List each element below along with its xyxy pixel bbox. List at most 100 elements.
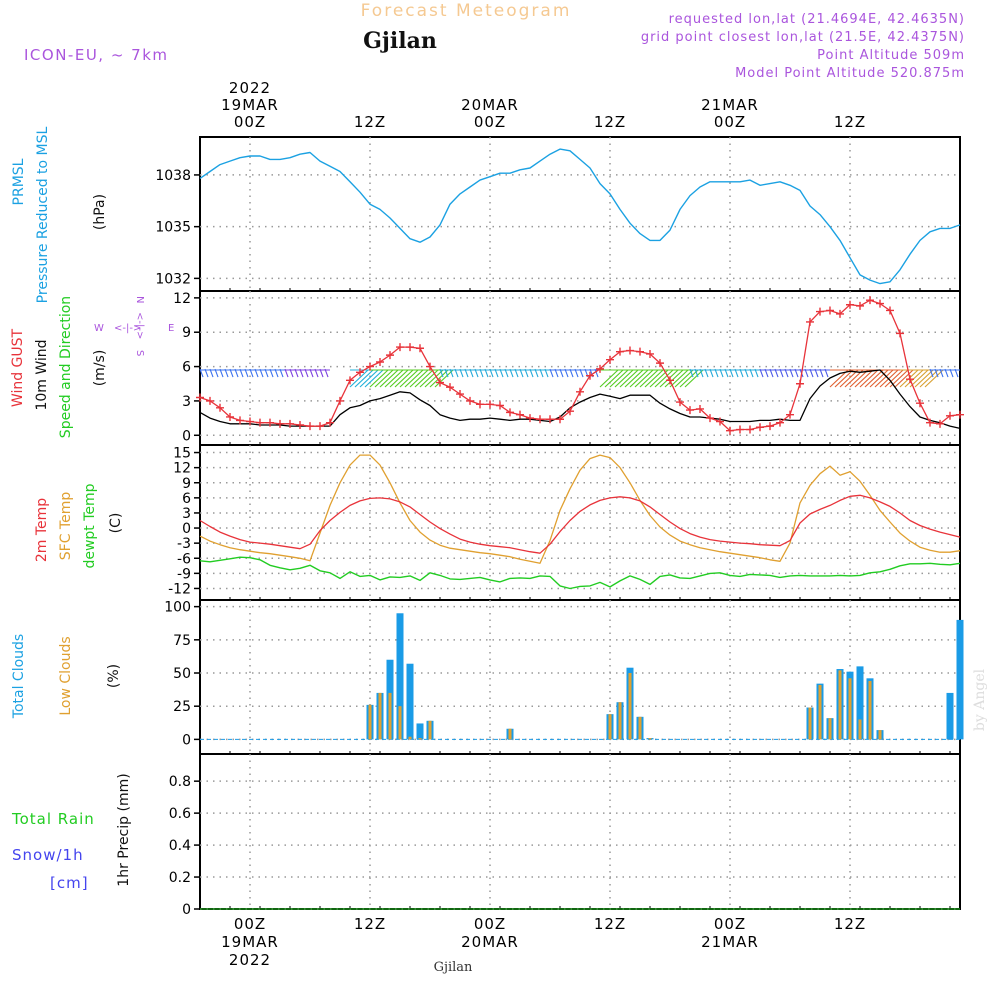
low-cloud-bar (408, 736, 412, 740)
low-cloud-bar (808, 707, 812, 740)
gust-marker (916, 399, 924, 408)
low-cloud-bar (638, 716, 642, 740)
bottom-time-label: 12Z (594, 915, 626, 933)
watermark: by Angel (972, 668, 988, 731)
gust-marker (456, 390, 464, 399)
wind-arrow (419, 369, 439, 388)
wind-arrow (619, 369, 639, 388)
total-cloud-bar (396, 613, 404, 740)
wind-arrow (864, 369, 884, 388)
pressure-label-1: PRMSL (11, 158, 27, 205)
gust-marker (236, 416, 244, 425)
temperature-ytick-label: 9 (182, 476, 191, 492)
precip-ytick-label: 0.2 (169, 870, 191, 886)
rain-label: Total Rain (11, 810, 95, 828)
low-cloud-bar (848, 678, 852, 740)
wind-arrow (644, 369, 664, 388)
wind-arrow (909, 369, 929, 388)
wind-arrow (429, 369, 449, 388)
snow-unit-label: [cm] (50, 874, 89, 892)
top-time-label: 00Z (234, 113, 266, 131)
wind-arrow (914, 369, 934, 388)
wind-arrow (634, 369, 654, 388)
bottom-time-label: 19MAR (221, 933, 279, 951)
low-cloud-bar (838, 670, 842, 740)
gust-marker (256, 418, 264, 427)
wind-ytick-label: 12 (173, 291, 191, 307)
precip-ytick-label: 0.4 (169, 838, 191, 854)
gust-marker (526, 414, 534, 423)
wind-arrow (599, 369, 619, 388)
wind-arrow (839, 369, 859, 388)
pressure-unit: (hPa) (92, 194, 108, 230)
gust-marker (436, 378, 444, 387)
total-cloud-bar (406, 663, 414, 740)
wind-arrow (854, 369, 874, 388)
gust-marker (376, 357, 384, 366)
gust-marker (816, 307, 824, 316)
wind-arrow (894, 369, 914, 388)
gust-marker (406, 343, 414, 352)
wind-arrow (604, 369, 624, 388)
clouds-ytick-label: 75 (173, 633, 191, 649)
low-clouds-label: Low Clouds (58, 636, 74, 715)
temperature-ytick-label: 0 (182, 521, 191, 537)
wind-ytick-label: 3 (182, 394, 191, 410)
gust-marker (356, 368, 364, 377)
wind-arrow (679, 369, 699, 388)
low-cloud-bar (868, 680, 872, 740)
top-time-label: 12Z (834, 113, 866, 131)
precip-ytick-label: 0.6 (169, 806, 191, 822)
low-cloud-bar (378, 692, 382, 740)
grid-point-coords: grid point closest lon,lat (21.5E, 42.43… (641, 30, 965, 45)
wind-arrow (374, 369, 394, 388)
precip-panel-labels: Total Rain Snow/1h [cm] 1hr Precip (mm) (11, 773, 132, 892)
bottom-time-label: 20MAR (461, 933, 519, 951)
model-altitude: Model Point Altitude 520.875m (735, 66, 965, 81)
wind-arrow (424, 369, 444, 388)
wind-arrow (364, 369, 384, 388)
wind-ytick-label: 6 (182, 360, 191, 376)
low-cloud-bar (618, 702, 622, 740)
gust-marker (516, 410, 524, 419)
top-time-label: 2022 (229, 79, 271, 97)
dewpt-line (199, 556, 961, 590)
gust-marker (316, 422, 324, 431)
wind-arrow (404, 369, 424, 388)
wind-arrow (869, 369, 889, 388)
temperature-ytick-label: 3 (182, 506, 191, 522)
wind-arrow (389, 369, 409, 388)
dewpt-label: dewpt Temp (82, 483, 98, 568)
gust-marker (646, 349, 654, 358)
prmsl-line (199, 148, 961, 285)
gust-marker (706, 414, 714, 423)
footer-location: Gjilan (434, 960, 473, 975)
wind-arrow (434, 369, 454, 388)
product-title: Forecast Meteogram (361, 1, 572, 21)
wind-arrow (359, 369, 379, 388)
pressure-ytick-label: 1035 (155, 220, 191, 236)
temperature-ytick-label: 15 (173, 446, 191, 462)
precip-ytick-label: 0 (182, 902, 191, 918)
wind-arrow (629, 369, 649, 388)
gust-marker (276, 419, 284, 428)
gust-marker (396, 343, 404, 352)
gust-marker (426, 362, 434, 371)
top-time-label: 20MAR (461, 96, 519, 114)
wind-arrow (884, 369, 904, 388)
precip-ytick-label: 0.8 (169, 774, 191, 790)
gust-marker (766, 422, 774, 431)
gust-marker (776, 418, 784, 427)
gust-marker (286, 419, 294, 428)
wind-arrow (664, 369, 684, 388)
wind-arrow (639, 369, 659, 388)
wind-arrow (409, 369, 429, 388)
clouds-panel-labels: Total Clouds Low Clouds (%) (11, 634, 122, 719)
gust-marker (956, 410, 964, 419)
wind-series (196, 296, 964, 435)
wind-arrow (654, 369, 674, 388)
temperature-ytick-label: -6 (177, 551, 191, 567)
wind-unit: (m/s) (92, 350, 108, 387)
